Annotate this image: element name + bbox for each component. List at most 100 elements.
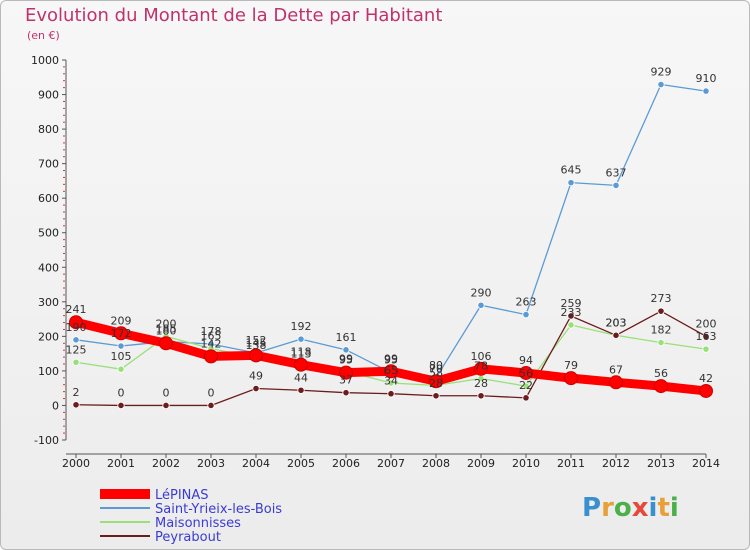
data-point: [252, 384, 260, 393]
data-point: [204, 349, 218, 364]
x-tick-label: 2014: [692, 457, 720, 470]
data-label: 0: [208, 386, 215, 399]
data-label: 200: [156, 317, 177, 330]
data-label: 233: [561, 306, 582, 319]
x-tick-label: 2009: [467, 457, 495, 470]
data-label: 929: [651, 66, 672, 79]
data-point: [477, 392, 485, 400]
data-label: 910: [696, 72, 717, 85]
data-label: 0: [118, 386, 125, 399]
data-point: [609, 375, 623, 390]
data-label: 165: [201, 329, 222, 342]
data-label: 56: [519, 367, 533, 380]
legend-label: Peyrabout: [155, 530, 221, 545]
data-label: 200: [696, 317, 717, 330]
x-tick-label: 2002: [152, 457, 180, 470]
data-label: 28: [429, 377, 443, 390]
data-point: [384, 364, 398, 379]
data-label: 58: [429, 366, 443, 379]
data-label: 161: [336, 331, 357, 344]
data-point: [72, 401, 80, 409]
data-label: 209: [111, 314, 132, 327]
y-tick-label: 600: [38, 192, 59, 205]
legend-label: Saint-Yrieix-les-Bois: [155, 502, 282, 517]
x-tick-label: 2008: [422, 457, 450, 470]
data-label: 290: [471, 286, 492, 299]
data-label: 203: [606, 316, 627, 329]
data-label: 203: [606, 316, 627, 329]
data-label: 192: [291, 320, 312, 333]
data-label: 34: [384, 375, 398, 388]
data-point: [162, 401, 170, 410]
data-point: [297, 386, 305, 394]
data-label: 79: [564, 359, 578, 372]
data-label: 113: [291, 347, 312, 360]
data-label: 118: [291, 346, 312, 359]
data-point: [657, 307, 665, 315]
data-point: [567, 321, 575, 329]
data-point: [429, 374, 443, 389]
y-tick-label: 100: [38, 365, 59, 378]
data-point: [342, 346, 350, 354]
data-label: 263: [516, 296, 537, 309]
y-tick-label: 300: [38, 296, 59, 309]
data-point: [657, 338, 665, 347]
data-label: 185: [156, 323, 177, 336]
data-label: 99: [339, 352, 353, 365]
legend-label: LéPINAS: [155, 488, 209, 503]
data-point: [114, 326, 128, 341]
x-tick-label: 2013: [647, 457, 675, 470]
data-label: 99: [384, 352, 398, 365]
x-tick-label: 2010: [512, 457, 540, 470]
data-label: 637: [606, 166, 627, 179]
data-point: [339, 365, 353, 380]
x-tick-label: 2003: [197, 457, 225, 470]
data-point: [207, 401, 215, 410]
data-label: 106: [471, 350, 492, 363]
data-label: 42: [699, 372, 713, 385]
data-point: [117, 365, 125, 373]
chart-unit: (en €): [27, 29, 60, 42]
data-point: [342, 389, 350, 397]
x-tick-label: 2000: [62, 457, 90, 470]
data-label: 105: [111, 350, 132, 363]
data-label: 95: [339, 354, 353, 367]
proxiti-logo: Proxiti: [582, 493, 679, 523]
chart-title: Evolution du Montant de la Dette par Hab…: [25, 5, 443, 26]
x-tick-label: 2012: [602, 457, 630, 470]
data-point: [612, 181, 620, 189]
data-label: 178: [201, 325, 222, 338]
data-point: [387, 390, 395, 398]
data-point: [567, 179, 575, 187]
data-label: 138: [246, 339, 267, 352]
x-tick-label: 2001: [107, 457, 135, 470]
data-label: 2: [73, 386, 80, 399]
data-label: 49: [249, 370, 263, 383]
data-label: 28: [474, 377, 488, 390]
data-label: 145: [246, 336, 267, 349]
y-tick-label: 700: [38, 158, 59, 171]
data-label: 70: [429, 362, 443, 375]
data-label: 44: [294, 371, 308, 384]
data-point: [249, 348, 263, 363]
y-tick-label: 800: [38, 123, 59, 136]
data-label: 152: [246, 334, 267, 347]
data-point: [522, 394, 530, 402]
data-label: 65: [384, 364, 398, 377]
data-label: 190: [66, 321, 87, 334]
data-label: 172: [111, 327, 132, 340]
x-tick-label: 2004: [242, 457, 270, 470]
y-tick-label: 1000: [31, 54, 59, 67]
data-label: 94: [519, 354, 533, 367]
data-point: [522, 382, 530, 390]
y-tick-label: 500: [38, 227, 59, 240]
y-tick-label: 900: [38, 89, 59, 102]
y-tick-label: 200: [38, 330, 59, 343]
data-point: [387, 379, 395, 387]
data-label: 273: [651, 292, 672, 305]
data-point: [702, 87, 710, 95]
data-label: 259: [561, 297, 582, 310]
data-point: [612, 331, 620, 339]
data-point: [117, 401, 125, 410]
